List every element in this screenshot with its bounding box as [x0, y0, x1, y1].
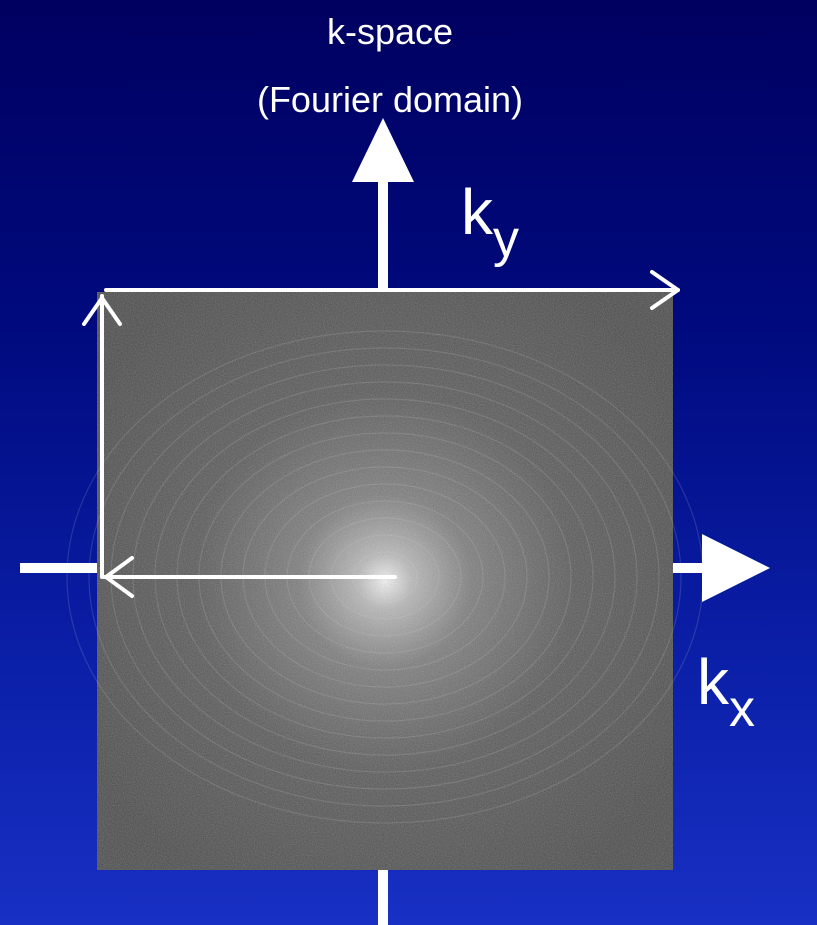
left-arrowhead: [104, 556, 134, 598]
right-arrowhead: [650, 270, 680, 310]
kspace-image: [66, 292, 704, 870]
ky-axis: [352, 118, 414, 925]
trajectory-arrows: [82, 270, 680, 598]
kx-axis: [20, 534, 770, 602]
ky-axis-label: ky: [461, 180, 519, 265]
kx-subscript: x: [729, 680, 755, 738]
kx-base: k: [697, 646, 729, 718]
kx-axis-label: kx: [697, 650, 755, 735]
ky-base: k: [461, 176, 493, 248]
title-line-2: (Fourier domain): [256, 79, 524, 120]
ky-subscript: y: [493, 210, 519, 268]
title-line-1: k-space: [326, 11, 454, 52]
kx-arrowhead: [702, 534, 770, 602]
ky-arrowhead: [352, 118, 414, 182]
up-arrowhead: [82, 296, 122, 326]
